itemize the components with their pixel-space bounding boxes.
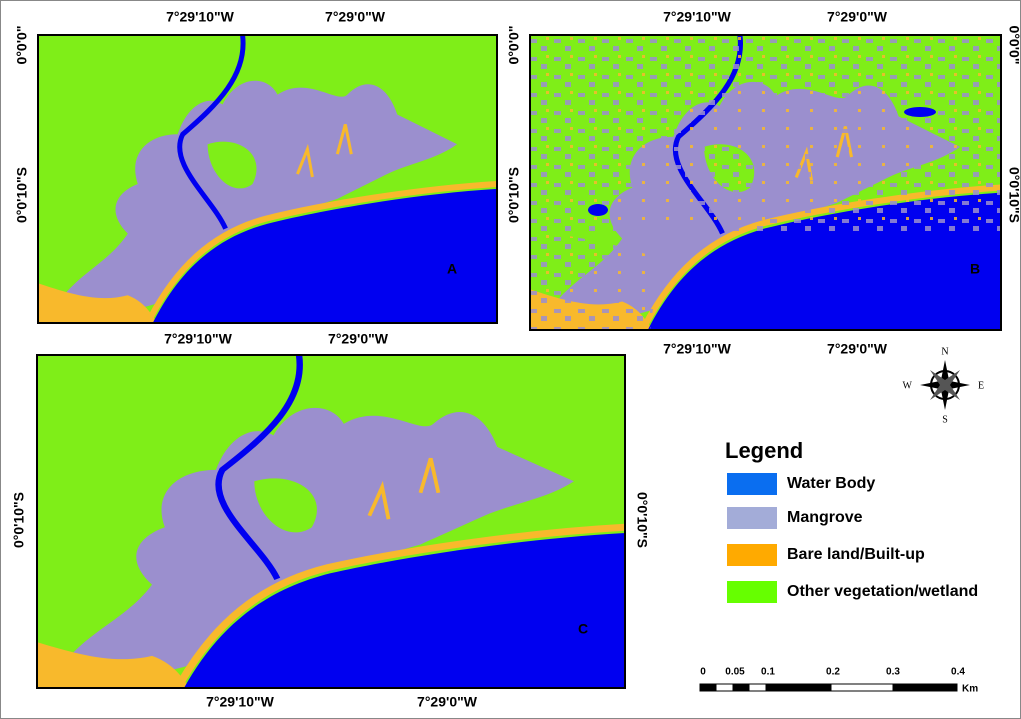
coord-label: 0°0'10"S — [506, 167, 522, 223]
legend-swatch — [727, 507, 777, 529]
compass-e: E — [978, 380, 984, 391]
scale-segment — [716, 684, 733, 691]
north-arrow: N S E W — [903, 346, 985, 425]
scale-tick-label: 0.3 — [886, 667, 900, 678]
panel-letter: C — [578, 621, 588, 637]
scale-segment — [893, 684, 957, 691]
compass-s: S — [942, 414, 948, 425]
legend-label: Water Body — [787, 475, 875, 492]
coord-label: 0°0'0" — [506, 26, 522, 65]
coord-label: 7°29'10"W — [206, 694, 274, 710]
legend-title: Legend — [725, 438, 803, 463]
coord-label: 7°29'10"W — [663, 341, 731, 357]
scale-segment — [831, 684, 893, 691]
coord-label: 0°0'0" — [1006, 26, 1021, 65]
coord-label: 7°29'0"W — [328, 331, 389, 347]
panel-a: 7°29'10"W 7°29'0"W 0°0'0" 0°0'10"S 7°29'… — [14, 9, 497, 347]
panel-c: 0°0'10"S 0°0'10"S 7°29'10"W 7°29'0"W C — [11, 355, 651, 710]
coord-label: 0°0'10"S — [14, 167, 30, 223]
legend: Legend Water Body Mangrove Bare land/Built… — [725, 438, 978, 603]
legend-swatch — [727, 544, 777, 566]
compass-n: N — [941, 346, 948, 357]
coord-label: 7°29'0"W — [417, 694, 478, 710]
panel-b: 7°29'10"W 7°29'0"W 0°0'0" 0°0'10"S 0°0'0… — [506, 9, 1021, 357]
scale-tick-label: 0.1 — [761, 667, 775, 678]
coord-label: 7°29'0"W — [827, 341, 888, 357]
coord-label: 7°29'10"W — [663, 9, 731, 25]
scale-segment — [733, 684, 749, 691]
scale-segment — [766, 684, 831, 691]
coord-label: 7°29'10"W — [164, 331, 232, 347]
legend-label: Other vegetation/wetland — [787, 583, 978, 600]
scale-tick-label: 0 — [700, 667, 706, 678]
legend-label: Mangrove — [787, 509, 863, 526]
scale-unit: Km — [962, 684, 978, 695]
coord-label: 7°29'0"W — [827, 9, 888, 25]
scale-tick-label: 0.05 — [725, 667, 745, 678]
compass-w: W — [903, 380, 913, 391]
figure: 7°29'10"W 7°29'0"W 0°0'0" 0°0'10"S 7°29'… — [0, 0, 1021, 719]
coord-label: 7°29'0"W — [325, 9, 386, 25]
legend-swatch — [727, 581, 777, 603]
coord-label: 7°29'10"W — [166, 9, 234, 25]
legend-swatch — [727, 473, 777, 495]
scale-bar: 0 0.05 0.1 0.2 0.3 0.4 Km — [700, 667, 978, 695]
panel-letter: A — [447, 261, 457, 277]
scale-segment — [749, 684, 766, 691]
scale-tick-label: 0.4 — [951, 667, 965, 678]
scale-segment — [700, 684, 716, 691]
coord-label: 0°0'10"S — [11, 492, 27, 548]
legend-label: Bare land/Built-up — [787, 546, 925, 563]
scale-tick-label: 0.2 — [826, 667, 840, 678]
coord-label: 0°0'10"S — [1006, 167, 1021, 223]
panel-letter: B — [970, 261, 980, 277]
coord-label: 0°0'10"S — [634, 492, 650, 548]
coord-label: 0°0'0" — [14, 26, 30, 65]
